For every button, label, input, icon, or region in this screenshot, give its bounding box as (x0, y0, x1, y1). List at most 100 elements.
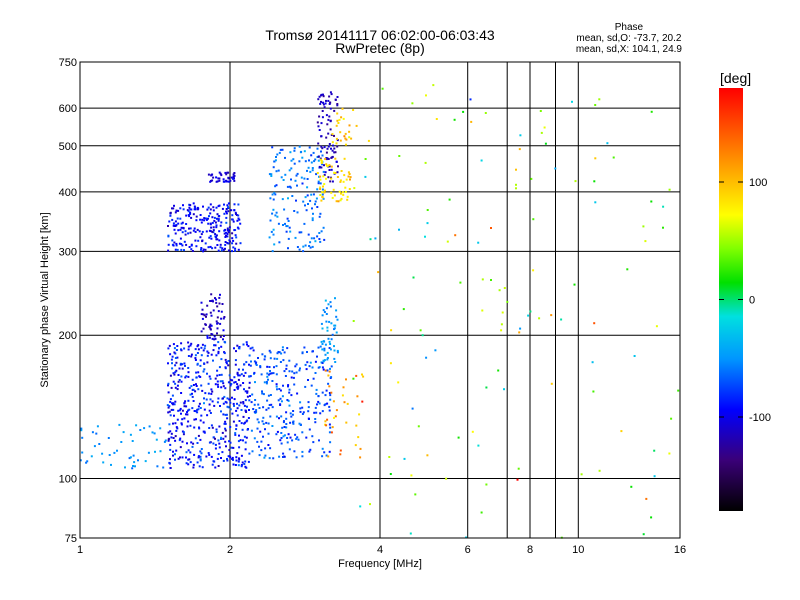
data-point (203, 368, 206, 371)
data-point (324, 343, 327, 346)
data-point (248, 409, 250, 411)
data-point (328, 169, 331, 171)
data-point (485, 483, 488, 486)
data-point (263, 456, 266, 459)
data-point (298, 145, 301, 148)
data-point (277, 222, 280, 225)
data-point (116, 449, 118, 452)
data-point (319, 158, 322, 161)
data-point (299, 401, 302, 404)
data-point (180, 422, 183, 425)
data-point (644, 240, 647, 243)
data-point (426, 209, 429, 211)
data-point (336, 103, 339, 105)
data-point (307, 233, 310, 236)
data-point (224, 243, 227, 246)
data-point (339, 131, 342, 134)
data-point (324, 394, 327, 397)
data-point (453, 118, 456, 121)
data-point (237, 464, 240, 467)
data-point (280, 415, 283, 418)
data-point (164, 439, 167, 442)
data-point (325, 177, 327, 180)
data-point (234, 249, 237, 252)
data-point (202, 248, 205, 251)
data-point (309, 241, 312, 244)
data-point (199, 419, 202, 422)
data-point (280, 432, 283, 434)
data-point (253, 403, 256, 406)
data-point (325, 307, 328, 310)
data-point (348, 130, 351, 133)
data-point (271, 212, 274, 215)
data-point (232, 177, 235, 180)
data-point (197, 434, 200, 437)
data-point (234, 433, 237, 436)
data-point (276, 153, 279, 156)
data-point (219, 293, 221, 296)
data-point (340, 116, 343, 119)
data-point (323, 183, 326, 186)
data-point (322, 185, 324, 188)
data-point (307, 406, 310, 409)
data-point (334, 172, 337, 174)
data-point (195, 410, 198, 413)
data-point (226, 229, 229, 232)
data-point (216, 213, 219, 216)
data-point (292, 410, 295, 412)
data-point (184, 364, 186, 367)
colorbar-tick-label: -100 (749, 412, 771, 424)
data-point (481, 309, 484, 312)
data-point (288, 448, 291, 451)
data-point (344, 137, 347, 140)
data-point (180, 226, 183, 229)
data-point (282, 359, 285, 362)
data-point (187, 345, 190, 348)
data-point (270, 403, 273, 406)
data-point (339, 449, 342, 452)
data-point (135, 424, 138, 427)
data-point (214, 344, 217, 347)
data-point (189, 231, 192, 234)
data-point (265, 421, 268, 424)
data-point (290, 178, 292, 181)
colorbar-tick-label: 0 (749, 295, 755, 307)
data-point (414, 493, 417, 496)
data-point (233, 389, 236, 391)
data-point (189, 461, 192, 464)
data-point (316, 403, 318, 406)
data-point (172, 244, 175, 247)
data-point (205, 398, 208, 401)
data-point (182, 226, 185, 229)
data-point (206, 361, 209, 364)
data-point (206, 208, 209, 211)
data-point (240, 422, 243, 425)
data-point (221, 380, 224, 383)
data-point (229, 401, 232, 404)
data-point (321, 455, 324, 458)
data-point (175, 361, 178, 364)
data-point (214, 221, 217, 224)
data-point (184, 233, 187, 236)
data-point (230, 382, 233, 385)
data-point (662, 226, 664, 229)
data-point (296, 436, 299, 439)
data-point (306, 169, 308, 172)
data-point (196, 228, 199, 231)
data-point (321, 195, 324, 198)
data-point (598, 469, 601, 472)
data-point (325, 99, 327, 102)
data-point (261, 420, 264, 423)
data-point (255, 409, 258, 412)
data-point (237, 214, 240, 217)
data-point (180, 243, 183, 245)
data-point (215, 238, 218, 241)
data-point (314, 418, 317, 420)
data-point (322, 170, 325, 173)
data-point (326, 418, 329, 421)
data-point (194, 390, 197, 393)
data-point (172, 224, 175, 227)
data-point (304, 385, 307, 388)
data-point (274, 193, 277, 196)
data-point (345, 178, 348, 181)
